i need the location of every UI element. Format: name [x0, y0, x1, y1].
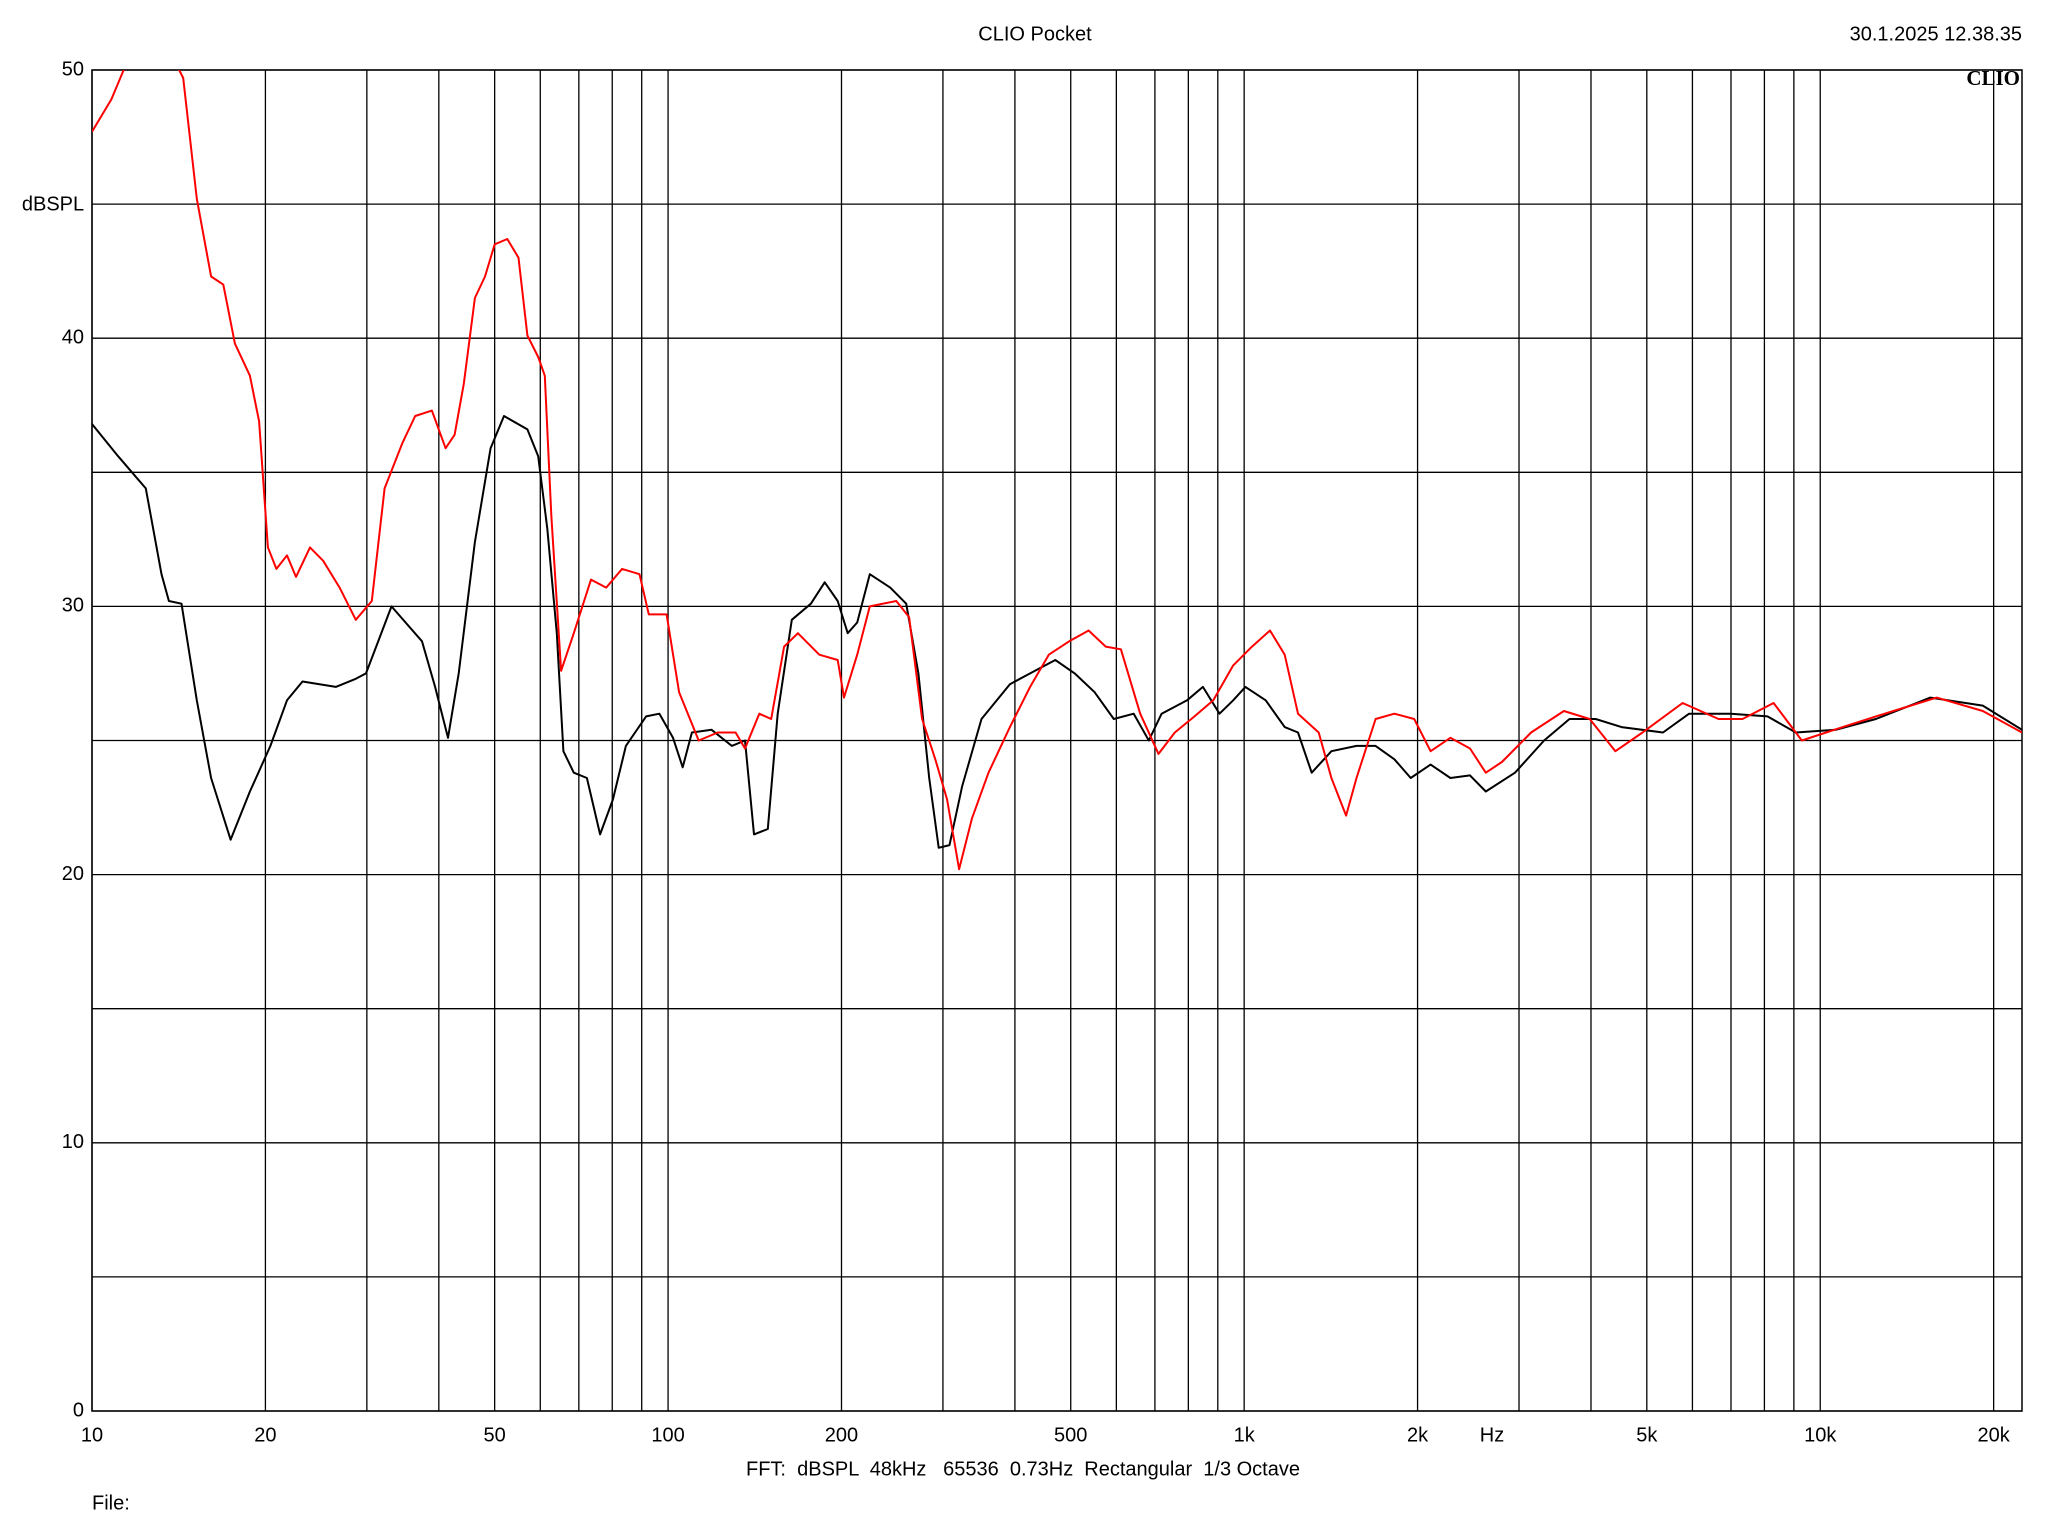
y-axis-label: dBSPL — [22, 193, 84, 215]
x-tick-label: 5k — [1636, 1424, 1658, 1446]
timestamp: 30.1.2025 12.38.35 — [1850, 23, 2022, 45]
x-tick-label: 500 — [1054, 1424, 1087, 1446]
plot-frame — [91, 69, 2023, 1412]
grid: 0 10 20 30 40 50 10 20 50 100 200 500 1k 2k 5k 10k 20k — [62, 58, 2023, 1446]
x-tick-label: 10k — [1804, 1424, 1837, 1446]
x-tick-label: 10 — [81, 1424, 103, 1446]
series-line — [92, 415, 2022, 849]
x-tick-label: 100 — [651, 1424, 684, 1446]
y-tick-label: 10 — [62, 1131, 84, 1153]
x-axis-label: Hz — [1480, 1424, 1504, 1446]
y-tick-label: 30 — [62, 595, 84, 617]
plot-area — [92, 70, 2022, 871]
y-tick-label: 20 — [62, 863, 84, 885]
x-tick-label: 20 — [254, 1424, 276, 1446]
x-tick-label: 50 — [484, 1424, 506, 1446]
footer: FFT: dBSPL 48kHz 65536 0.73Hz Rectangula… — [746, 1458, 1300, 1480]
y-tick-label: 0 — [73, 1399, 84, 1421]
x-tick-label: 1k — [1234, 1424, 1256, 1446]
series-line — [92, 70, 2022, 871]
x-tick-label: 200 — [825, 1424, 858, 1446]
x-tick-label: 2k — [1407, 1424, 1429, 1446]
y-tick-label: 40 — [62, 326, 84, 348]
chart-title: CLIO Pocket — [978, 23, 1092, 45]
y-tick-label: 50 — [62, 58, 84, 80]
x-tick-label: 20k — [1978, 1424, 2011, 1446]
file-label: File: — [92, 1492, 130, 1514]
